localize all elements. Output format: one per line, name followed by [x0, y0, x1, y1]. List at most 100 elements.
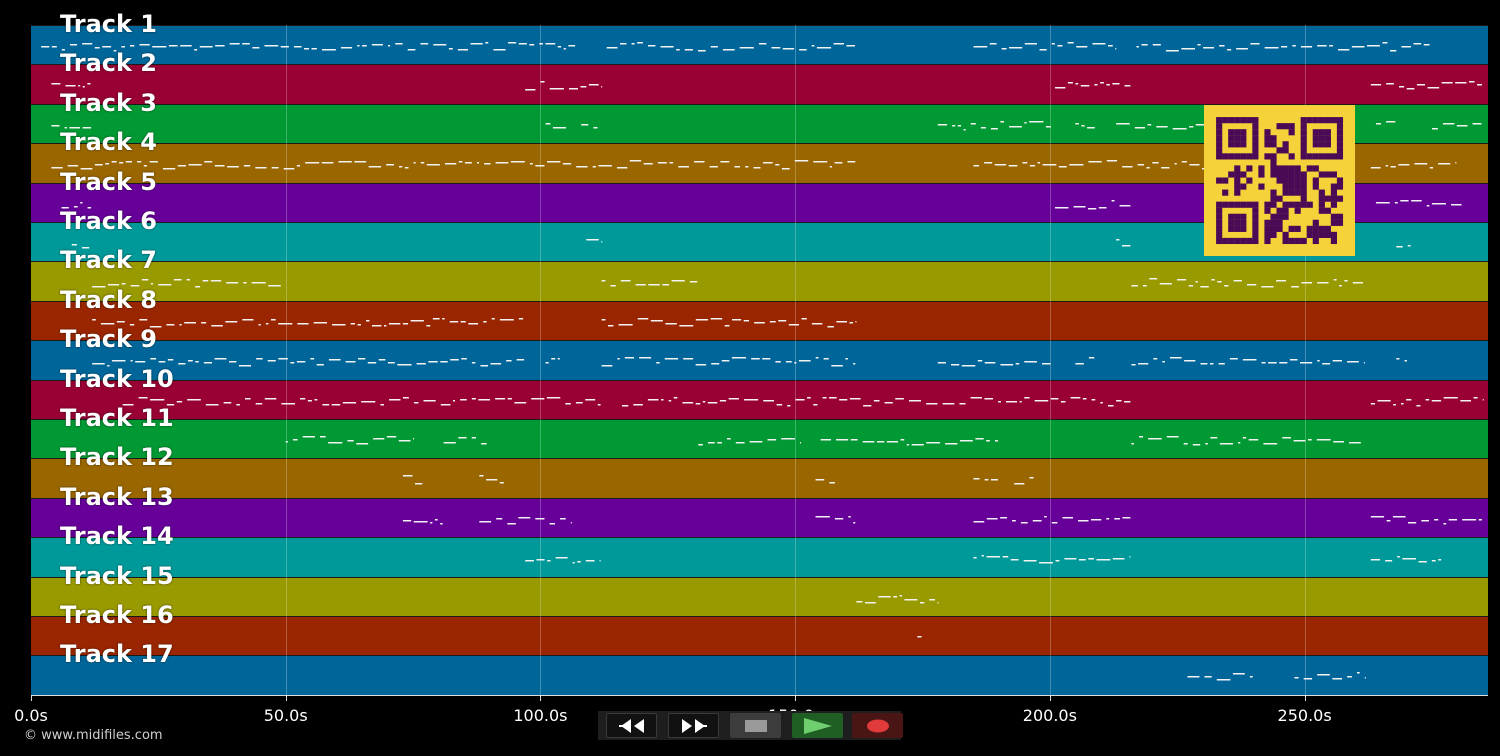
play-button[interactable] [792, 713, 843, 738]
rewind-button[interactable] [606, 713, 657, 738]
midi-note [388, 322, 401, 325]
midi-note [1111, 199, 1115, 202]
midi-note [669, 162, 674, 164]
track-label: Track 4 [60, 128, 158, 157]
midi-note [464, 162, 472, 164]
midi-note [984, 362, 996, 364]
midi-note [834, 517, 844, 520]
midi-note [984, 162, 993, 164]
midi-note [753, 167, 761, 169]
midi-note [745, 166, 749, 168]
midi-note [448, 48, 453, 50]
midi-note [525, 560, 534, 562]
transport-controls [598, 711, 903, 740]
midi-note [1402, 558, 1417, 560]
midi-note [731, 357, 747, 359]
midi-note [188, 164, 202, 166]
midi-note [354, 161, 367, 163]
midi-note [518, 516, 531, 519]
midi-note [1121, 245, 1131, 247]
midi-note [1088, 558, 1094, 560]
midi-note [1024, 361, 1037, 363]
midi-note [906, 444, 910, 446]
track-notes [41, 42, 1430, 52]
midi-note [1396, 358, 1400, 360]
midi-note [432, 317, 440, 320]
midi-note [1261, 362, 1266, 364]
midi-note [782, 48, 795, 50]
midi-note [848, 515, 851, 518]
midi-note [168, 45, 178, 47]
midi-note [1045, 125, 1051, 128]
midi-note [1002, 556, 1009, 558]
midi-note [430, 521, 433, 524]
tick-label: 0.0s [14, 706, 48, 725]
midi-note [823, 358, 829, 360]
midi-note [69, 126, 81, 129]
midi-note [278, 322, 293, 325]
midi-note [617, 358, 620, 360]
track-label: Track 7 [60, 246, 158, 275]
midi-note [139, 318, 148, 321]
midi-note [908, 399, 922, 402]
midi-note [1386, 120, 1396, 123]
copyright-text: © www.midifiles.com [24, 728, 163, 743]
midi-note [1064, 558, 1077, 560]
midi-note [1029, 120, 1044, 123]
midi-note [539, 43, 543, 45]
midi-note [1149, 278, 1158, 280]
midi-note [313, 321, 328, 324]
midi-note [471, 362, 476, 364]
midi-note [629, 160, 642, 162]
midi-note [565, 402, 571, 405]
midi-note [601, 241, 603, 243]
midi-note [80, 201, 83, 204]
midi-note [942, 402, 955, 405]
midi-note [1124, 85, 1131, 87]
midi-note [1303, 678, 1313, 680]
midi-note [637, 317, 649, 320]
midi-note [1174, 163, 1177, 165]
midi-note [1400, 199, 1409, 202]
midi-note [121, 46, 125, 48]
midi-note [994, 164, 1007, 166]
midi-note [471, 397, 476, 400]
midi-note [664, 358, 679, 360]
midi-note [899, 594, 902, 597]
midi-note [937, 362, 946, 364]
midi-note [735, 442, 745, 444]
midi-note [1217, 281, 1222, 283]
record-button[interactable] [852, 713, 903, 738]
midi-note [1204, 676, 1212, 678]
fast-forward-button[interactable] [668, 713, 719, 738]
midi-note [1382, 42, 1388, 44]
midi-note [1042, 363, 1051, 365]
midi-note [1141, 44, 1148, 46]
midi-note [1472, 122, 1482, 125]
midi-note [64, 126, 67, 129]
midi-note [876, 441, 885, 443]
midi-note [1187, 676, 1200, 678]
midi-note [610, 285, 616, 287]
midi-note [1000, 120, 1005, 123]
midi-note [1088, 357, 1095, 359]
midi-note [332, 323, 346, 326]
midi-note [1438, 559, 1442, 561]
midi-note [994, 440, 998, 442]
midi-note [458, 161, 463, 163]
midi-note [689, 281, 698, 283]
midi-note [863, 404, 872, 407]
midi-note [1224, 285, 1229, 287]
midi-note [73, 205, 78, 208]
tick-mark [31, 695, 32, 701]
midi-note [1091, 518, 1102, 521]
midi-note [1192, 444, 1201, 446]
midi-note [1114, 517, 1120, 520]
midi-note [973, 557, 977, 559]
midi-note [1416, 84, 1426, 86]
midi-note [483, 320, 487, 323]
midi-note [540, 81, 545, 83]
stop-button[interactable] [730, 713, 781, 738]
midi-note [1249, 676, 1253, 678]
midi-note [1009, 125, 1022, 128]
